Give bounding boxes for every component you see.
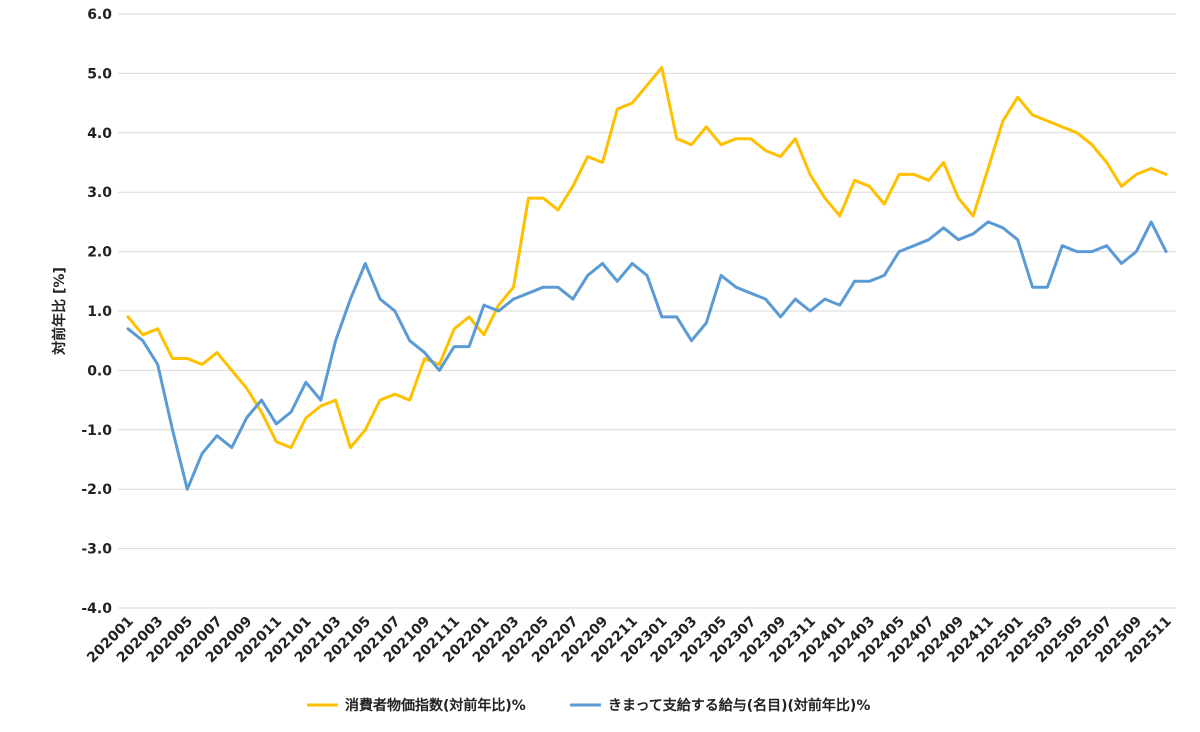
y-axis-label: 対前年比 [%] (51, 267, 68, 356)
y-tick-label: 5.0 (87, 66, 112, 82)
y-tick-label: 0.0 (87, 363, 112, 379)
legend-label-cpi: 消費者物価指数(対前年比)% (345, 697, 526, 714)
x-axis-ticks: 2020012020032020052020072020092020112021… (84, 614, 1175, 667)
legend-label-wages: きまって支給する給与(名目)(対前年比)% (608, 697, 870, 714)
legend: 消費者物価指数(対前年比)% きまって支給する給与(名目)(対前年比)% (307, 697, 870, 714)
y-axis-ticks: 6.0 5.0 4.0 3.0 2.0 1.0 0.0 -1.0 -2.0 -3.0 -4.0 (81, 7, 112, 617)
y-tick-label: -1.0 (81, 423, 112, 439)
y-tick-label: -3.0 (81, 542, 112, 558)
grid (118, 13, 1176, 609)
y-tick-label: 3.0 (87, 185, 112, 201)
y-tick-label: 4.0 (87, 126, 112, 142)
series-lines (126, 66, 1168, 491)
y-tick-label: 6.0 (87, 7, 112, 23)
y-tick-label: 1.0 (87, 304, 112, 320)
y-tick-label: -2.0 (81, 482, 112, 498)
y-tick-label: -4.0 (81, 601, 112, 617)
y-tick-label: 2.0 (87, 245, 112, 261)
series-line-wages (126, 220, 1168, 491)
series-line-cpi (126, 66, 1168, 450)
